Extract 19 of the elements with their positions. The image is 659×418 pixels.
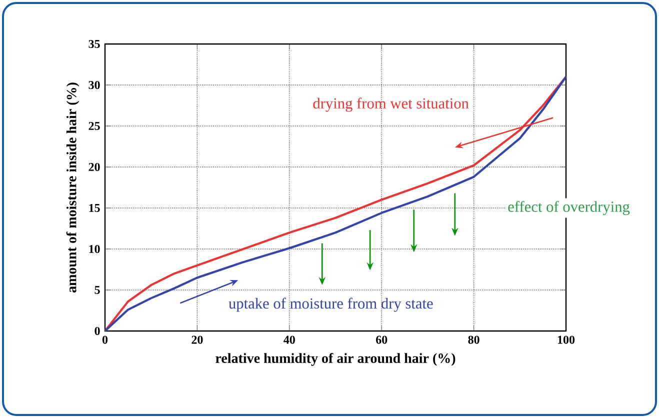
y-tick-label: 30 xyxy=(88,80,100,90)
y-axis-title: amount of moisture inside hair (%) xyxy=(66,82,80,292)
y-tick-label: 25 xyxy=(88,122,100,130)
y-tick-label: 35 xyxy=(88,40,100,48)
x-tick-label: 60 xyxy=(376,336,388,344)
x-tick-label: 40 xyxy=(284,336,295,344)
y-tick-label: 0 xyxy=(94,326,100,336)
y-tick-label: 10 xyxy=(89,244,100,254)
x-tick-label: 20 xyxy=(192,336,203,344)
y-tick-label: 5 xyxy=(94,286,100,294)
annotation: uptake of moisture from dry state xyxy=(228,298,433,312)
annotation: drying from wet situation xyxy=(313,98,469,112)
y-tick-label: 20 xyxy=(88,162,100,172)
x-tick-label: 100 xyxy=(558,336,575,344)
x-axis-title: relative humidity of air around hair (%) xyxy=(216,352,456,366)
annotation: effect of overdrying xyxy=(508,200,630,216)
x-tick-label: 0 xyxy=(102,336,108,344)
x-tick-label: 80 xyxy=(468,336,480,344)
y-tick-label: 15 xyxy=(89,204,100,212)
